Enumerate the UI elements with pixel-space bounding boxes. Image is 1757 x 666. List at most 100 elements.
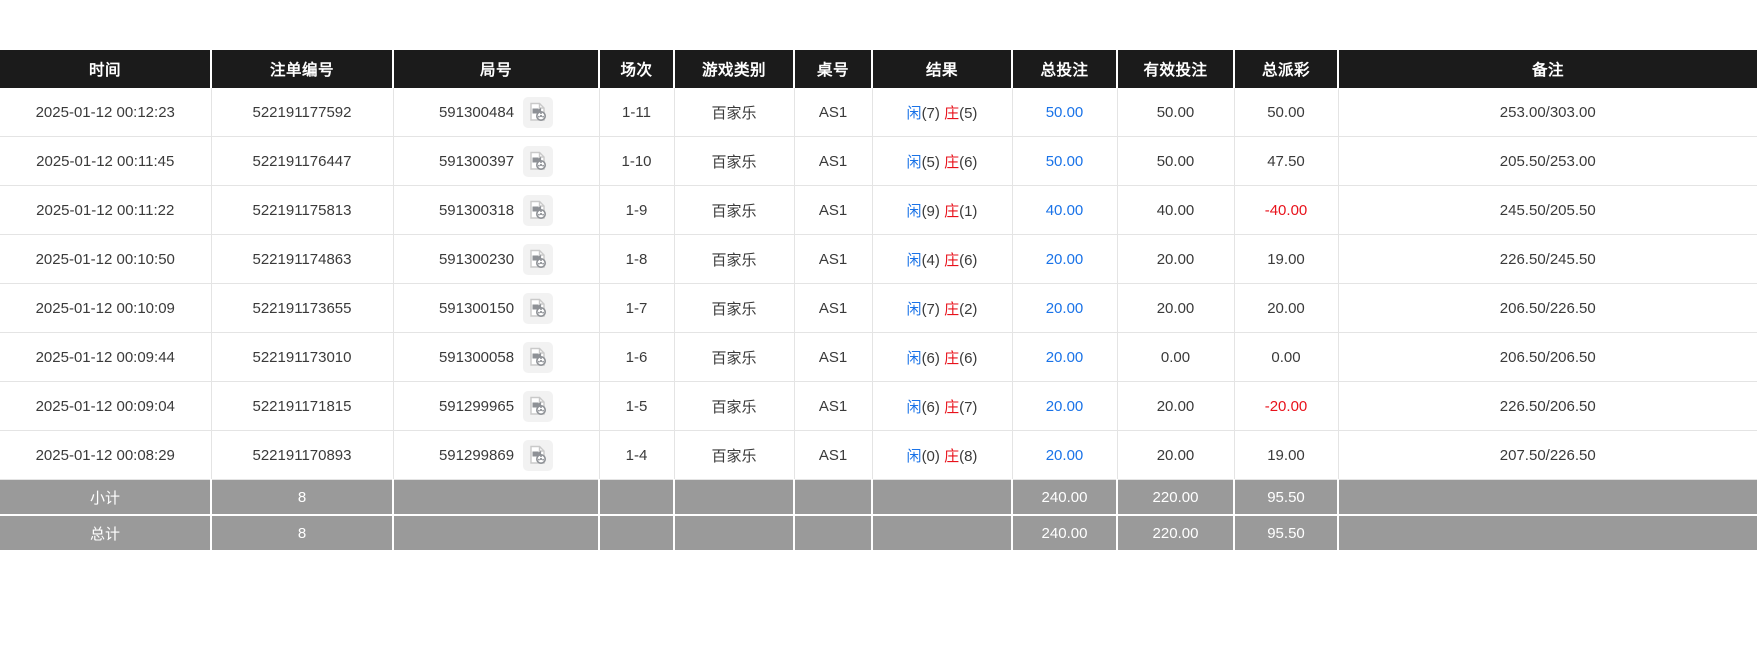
cell-valid-bet-text: 50.00 — [1156, 103, 1195, 121]
video-replay-icon[interactable] — [523, 243, 554, 275]
cell-total-bet-text: 40.00 — [1045, 201, 1084, 219]
video-replay-icon[interactable] — [523, 390, 554, 422]
cell-table-no: AS1 — [794, 88, 873, 137]
cell-session: 1-7 — [599, 283, 675, 333]
cell-bet-no: 522191176447 — [211, 136, 394, 186]
cell-total-bet: 50.00 — [1012, 136, 1118, 186]
cell-session-text: 1-9 — [625, 201, 648, 219]
cell-remark-text: 226.50/245.50 — [1499, 250, 1596, 268]
cell-round-no: 591299869 — [393, 430, 600, 480]
video-replay-icon[interactable] — [523, 145, 554, 177]
summary-count: 8 — [211, 515, 394, 550]
subtotal-row: 小计 8 240.00 220.00 95.50 — [0, 479, 1757, 516]
cell-bet-no-text: 522191173010 — [252, 348, 352, 366]
result-banker-label: 庄 — [944, 349, 960, 367]
video-replay-icon[interactable] — [523, 341, 554, 373]
cell-session: 1-4 — [599, 430, 675, 480]
cell-payout-text: -20.00 — [1264, 397, 1308, 415]
cell-table-no-text: AS1 — [818, 348, 848, 366]
cell-payout-text: 19.00 — [1267, 250, 1305, 268]
cell-valid-bet: 50.00 — [1117, 88, 1235, 137]
video-replay-icon[interactable] — [523, 96, 554, 128]
result-banker-label: 庄 — [944, 104, 960, 122]
video-replay-icon[interactable] — [523, 194, 554, 226]
cell-total-bet: 20.00 — [1012, 430, 1118, 480]
result-player-value: (4) — [921, 251, 940, 269]
cell-payout-text: -40.00 — [1264, 201, 1308, 219]
column-header-bet-no: 注单编号 — [211, 50, 394, 88]
video-replay-icon[interactable] — [523, 439, 554, 471]
cell-bet-no-text: 522191173655 — [252, 299, 352, 317]
summary-session — [599, 479, 675, 516]
cell-payout-text: 47.50 — [1267, 152, 1305, 170]
round-no-wrapper: 591299965 — [400, 390, 593, 422]
summary-payout-text: 95.50 — [1267, 524, 1305, 542]
cell-remark-text: 226.50/206.50 — [1499, 397, 1596, 415]
cell-remark-text: 245.50/205.50 — [1499, 201, 1596, 219]
result-banker-value: (6) — [959, 251, 978, 269]
table-row: 2025-01-12 00:11:22 522191175813 591300318… — [0, 185, 1757, 235]
summary-payout-text: 95.50 — [1267, 488, 1305, 506]
cell-game-type-text: 百家乐 — [711, 153, 757, 171]
summary-round-no — [393, 515, 600, 550]
table-body: 2025-01-12 00:12:23 522191177592 591300484… — [0, 88, 1757, 550]
cell-table-no-text: AS1 — [818, 250, 848, 268]
result-banker-value: (8) — [959, 447, 978, 465]
cell-total-bet: 40.00 — [1012, 185, 1118, 235]
cell-game-type-text: 百家乐 — [711, 202, 757, 220]
cell-bet-no-text: 522191175813 — [252, 201, 352, 219]
summary-table-no — [794, 479, 873, 516]
cell-bet-no-text: 522191177592 — [252, 103, 352, 121]
result-player-label: 闲 — [906, 251, 922, 269]
result-player-label: 闲 — [906, 398, 922, 416]
round-no-text: 591300397 — [438, 152, 515, 170]
cell-time: 2025-01-12 00:08:29 — [0, 430, 212, 480]
result-player-value: (5) — [921, 153, 940, 171]
cell-session-text: 1-10 — [621, 152, 652, 170]
total-row: 总计 8 240.00 220.00 95.50 — [0, 515, 1757, 550]
summary-total-bet-text: 240.00 — [1041, 524, 1088, 542]
bet-history-table-container: 时间 注单编号 局号 场次 游戏类别 桌号 结果 总投注 有效投注 总派彩 备注… — [0, 50, 1757, 550]
summary-label: 总计 — [0, 515, 212, 550]
cell-table-no-text: AS1 — [818, 397, 848, 415]
cell-payout: 0.00 — [1234, 332, 1339, 382]
cell-result: 闲(5) 庄(6) — [872, 136, 1013, 186]
cell-result: 闲(0) 庄(8) — [872, 430, 1013, 480]
result-banker-label: 庄 — [944, 398, 960, 416]
cell-remark: 245.50/205.50 — [1338, 185, 1757, 235]
cell-session-text: 1-11 — [622, 103, 651, 121]
cell-payout: -20.00 — [1234, 381, 1339, 431]
cell-session-text: 1-5 — [625, 397, 648, 415]
cell-remark: 253.00/303.00 — [1338, 88, 1757, 137]
video-replay-icon[interactable] — [523, 292, 554, 324]
table-row: 2025-01-12 00:09:44 522191173010 591300058… — [0, 332, 1757, 382]
cell-time-text: 2025-01-12 00:10:50 — [35, 250, 175, 268]
column-header-valid-bet: 有效投注 — [1117, 50, 1235, 88]
cell-total-bet: 20.00 — [1012, 381, 1118, 431]
summary-payout: 95.50 — [1234, 479, 1339, 516]
cell-session: 1-5 — [599, 381, 675, 431]
result-player-value: (0) — [921, 447, 940, 465]
round-no-text: 591299965 — [438, 397, 515, 415]
cell-game-type: 百家乐 — [674, 332, 795, 382]
round-no-text: 591300484 — [438, 103, 515, 121]
summary-valid-bet-text: 220.00 — [1152, 524, 1199, 542]
column-header-payout: 总派彩 — [1234, 50, 1339, 88]
cell-result: 闲(9) 庄(1) — [872, 185, 1013, 235]
cell-valid-bet-text: 20.00 — [1156, 299, 1195, 317]
cell-round-no: 591299965 — [393, 381, 600, 431]
summary-valid-bet: 220.00 — [1117, 515, 1235, 550]
cell-time-text: 2025-01-12 00:08:29 — [35, 446, 175, 464]
cell-table-no-text: AS1 — [818, 201, 848, 219]
cell-result: 闲(7) 庄(5) — [872, 88, 1013, 137]
cell-table-no: AS1 — [794, 283, 873, 333]
cell-remark-text: 207.50/226.50 — [1499, 446, 1596, 464]
cell-session-text: 1-6 — [625, 348, 648, 366]
round-no-wrapper: 591300484 — [400, 96, 593, 128]
cell-time-text: 2025-01-12 00:10:09 — [35, 299, 175, 317]
cell-remark: 207.50/226.50 — [1338, 430, 1757, 480]
result-player-label: 闲 — [906, 104, 922, 122]
column-header-remark: 备注 — [1338, 50, 1757, 88]
header-row: 时间 注单编号 局号 场次 游戏类别 桌号 结果 总投注 有效投注 总派彩 备注 — [0, 50, 1757, 88]
cell-round-no: 591300397 — [393, 136, 600, 186]
